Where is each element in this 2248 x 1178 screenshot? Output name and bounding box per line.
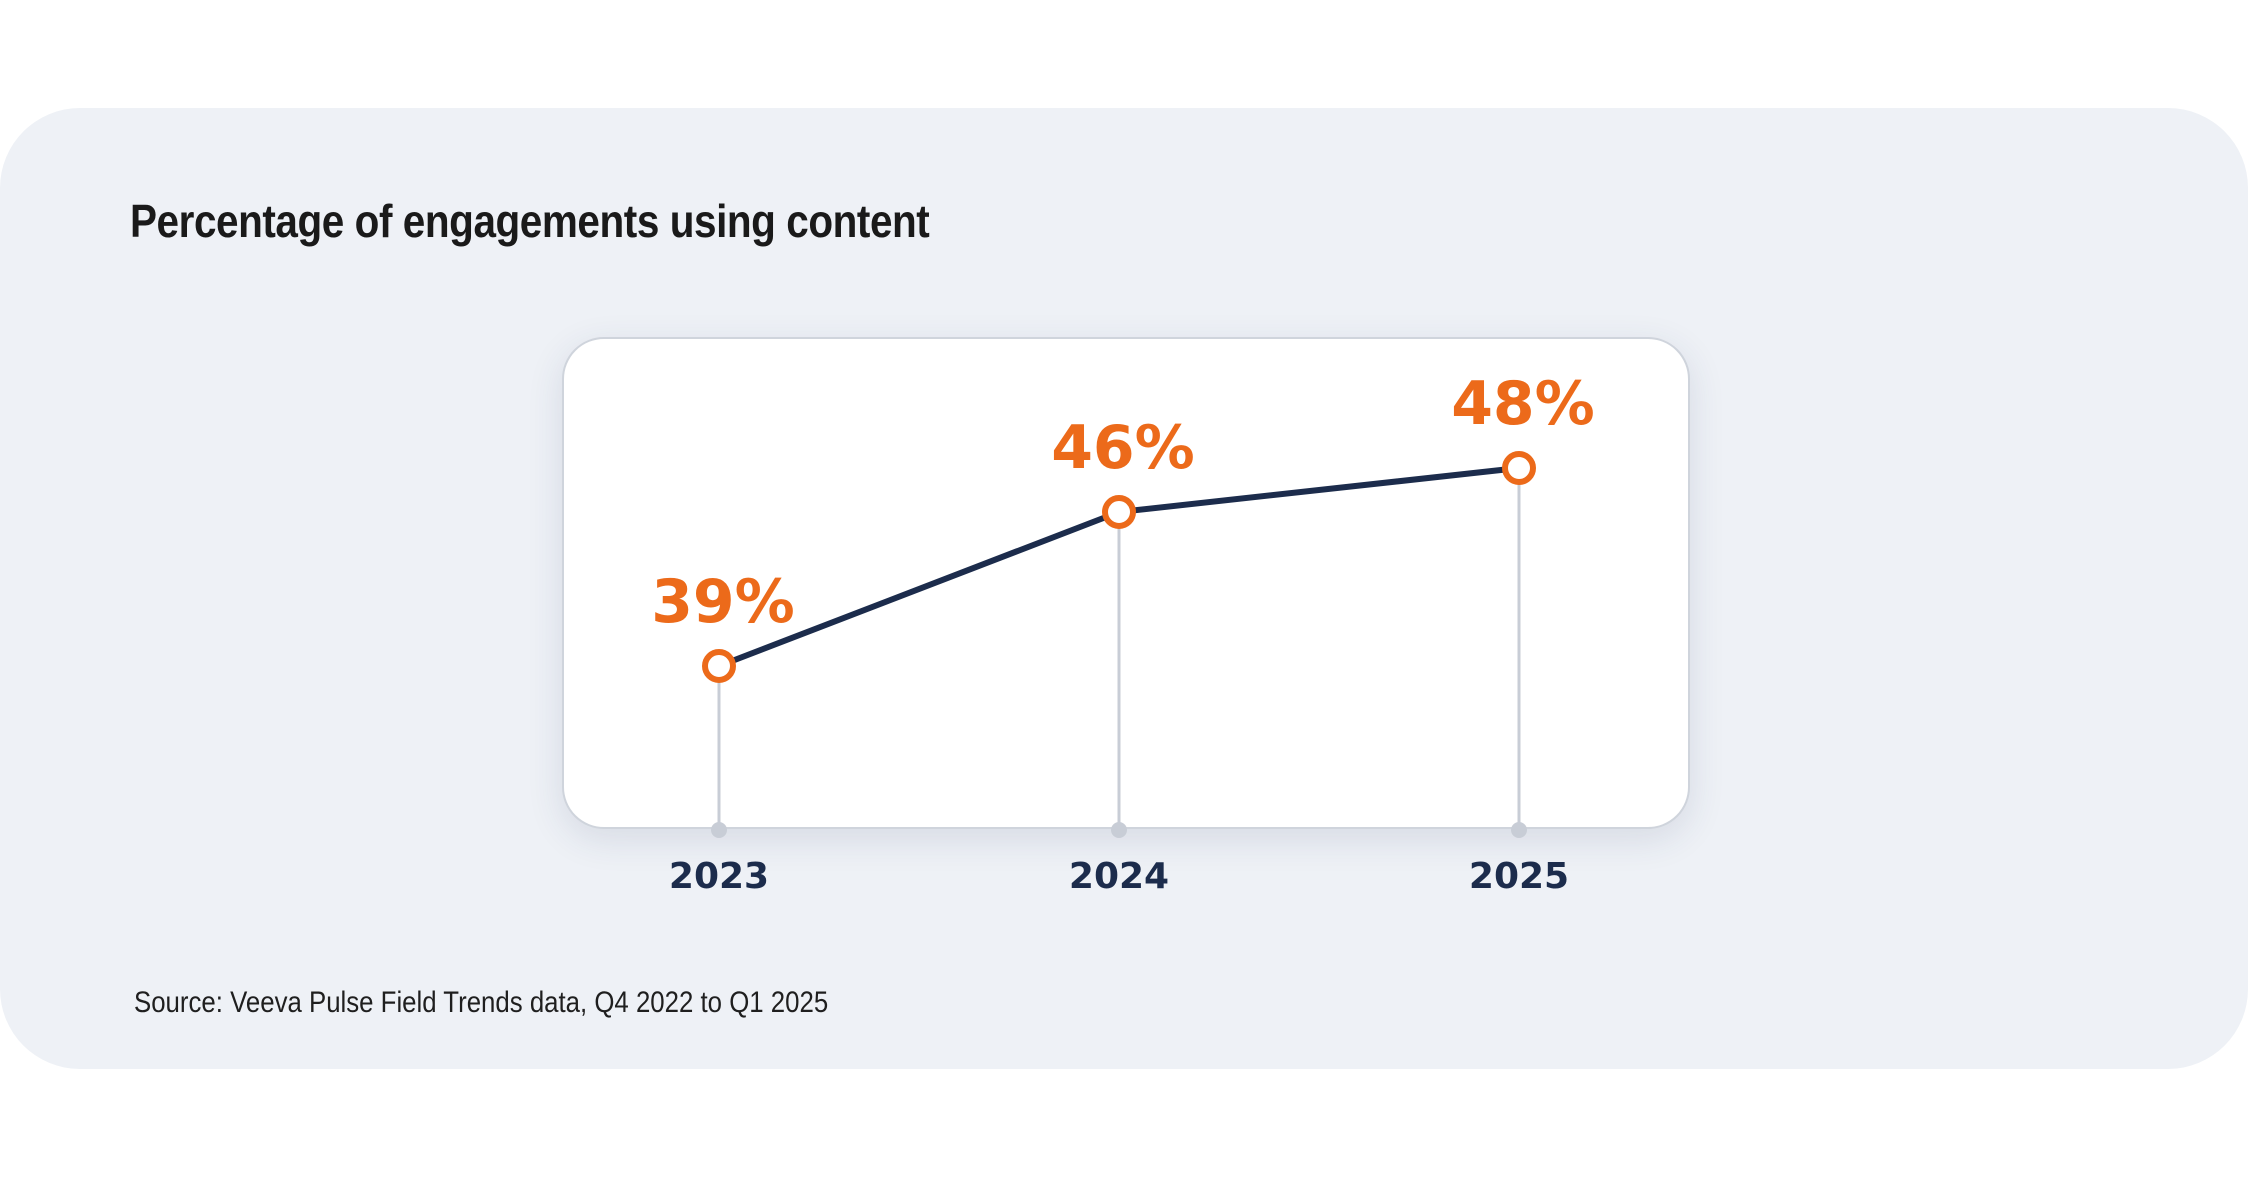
- x-tick-labels: 2023 2024 2025: [669, 856, 1569, 897]
- baseline-dot-2025: [1511, 822, 1527, 838]
- source-note: Source: Veeva Pulse Field Trends data, Q…: [134, 986, 829, 1019]
- value-labels: 39% 46% 48%: [651, 369, 1595, 637]
- x-tick-label-2025: 2025: [1469, 856, 1569, 897]
- plot-card: [562, 337, 1690, 829]
- stem-lines: [711, 468, 1527, 838]
- x-tick-label-2024: 2024: [1069, 856, 1169, 897]
- data-point-2023: [702, 649, 736, 683]
- data-point-2025: [1502, 451, 1536, 485]
- value-label-2025: 48%: [1451, 369, 1595, 439]
- value-label-2023: 39%: [651, 567, 795, 637]
- value-label-2024: 46%: [1051, 413, 1195, 483]
- chart-title: Percentage of engagements using content: [130, 195, 930, 247]
- baseline-dot-2024: [1111, 822, 1127, 838]
- data-points: [702, 451, 1536, 683]
- data-point-2024: [1102, 495, 1136, 529]
- x-tick-label-2023: 2023: [669, 856, 769, 897]
- baseline-dot-2023: [711, 822, 727, 838]
